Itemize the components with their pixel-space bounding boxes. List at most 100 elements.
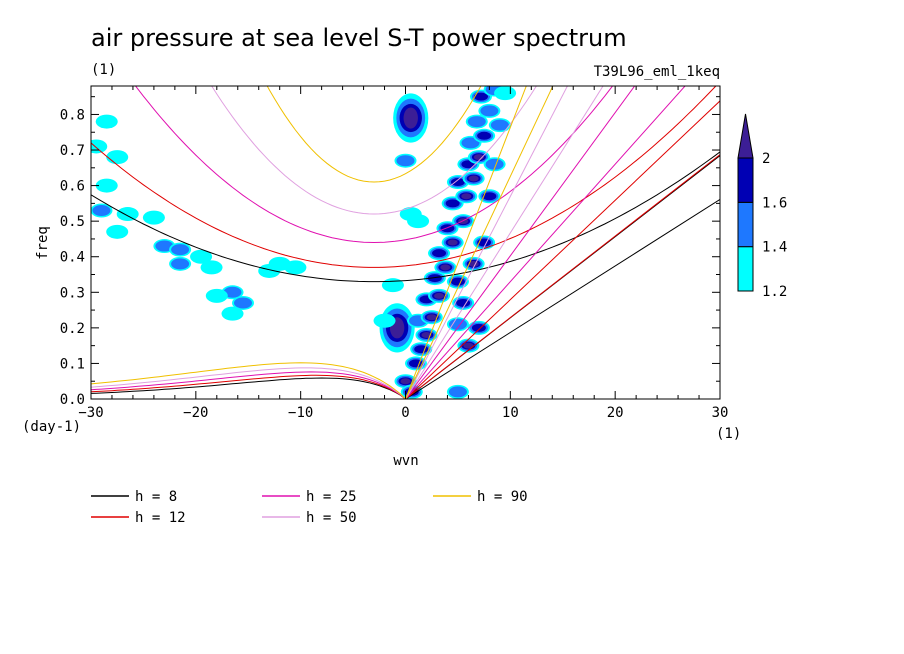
- power-shading: [91, 86, 517, 399]
- x-units-label: (1): [716, 426, 741, 442]
- power-blob: [473, 92, 488, 101]
- power-blob: [426, 314, 437, 321]
- power-blob: [381, 278, 404, 293]
- x-tick-label: −30: [78, 405, 103, 421]
- y-tick-label: 0.7: [60, 143, 85, 159]
- run-id-label: T39L96_eml_1keq: [594, 64, 720, 80]
- colorbar-label: 2: [762, 151, 770, 167]
- y-tick-label: 0.2: [60, 321, 85, 337]
- ig-right-curve-h50: [405, 86, 568, 399]
- legend: h = 8 h = 12 h = 25 h = 50 h = 90: [91, 489, 528, 526]
- power-blob: [171, 244, 190, 256]
- y-tick-label: 0.1: [60, 356, 85, 372]
- ig-curve-h50: [211, 86, 538, 215]
- axes: −30 −20 −10 0 10 20 30 0.0 0.1 0.2 0.3 0.4 0.5 0.6 0.7…: [60, 86, 729, 421]
- x-axis-label: wvn: [393, 453, 418, 469]
- ig-right-curve-h90: [405, 86, 527, 399]
- power-blob: [467, 116, 486, 128]
- colorbar-segment: [737, 157, 754, 203]
- colorbar-segment: [737, 246, 754, 292]
- y-tick-label: 0.6: [60, 179, 85, 195]
- y-tick-label: 0.5: [60, 214, 85, 230]
- ig-curve-h8: [91, 151, 720, 283]
- power-blob: [447, 239, 458, 246]
- colorbar-triangle: [737, 113, 754, 159]
- y-axis-label: freq: [35, 226, 51, 260]
- power-blob: [142, 210, 165, 225]
- x-tick-label: 10: [502, 405, 519, 421]
- ig-curve-h25: [134, 86, 614, 244]
- power-blob: [494, 86, 517, 101]
- dispersion-curves: [91, 86, 720, 399]
- power-blob: [95, 178, 118, 193]
- power-blob: [91, 139, 108, 154]
- power-blob: [106, 150, 129, 165]
- legend-label: h = 8: [135, 489, 177, 505]
- power-blob: [461, 193, 472, 200]
- power-blob: [284, 260, 307, 275]
- colorbar-label: 1.6: [762, 195, 787, 211]
- legend-label: h = 25: [306, 489, 357, 505]
- legend-label: h = 90: [477, 489, 528, 505]
- power-blob: [485, 158, 504, 170]
- units-label: (1): [91, 62, 116, 78]
- power-blob: [396, 155, 415, 167]
- power-blob: [440, 264, 451, 271]
- colorbar-label: 1.4: [762, 240, 787, 256]
- power-blob: [400, 378, 411, 385]
- power-blob: [432, 249, 447, 258]
- power-blob: [480, 105, 499, 117]
- power-blob: [155, 240, 174, 252]
- power-blob: [190, 249, 213, 264]
- mrg-curve-h90: [91, 362, 406, 399]
- y-units-label: (day-1): [22, 419, 81, 435]
- power-blob: [461, 137, 480, 149]
- colorbar: 1.2 1.4 1.6 2: [737, 113, 787, 300]
- mrg-curve-h12: [91, 374, 406, 399]
- power-blob: [106, 224, 129, 239]
- power-blob: [407, 214, 430, 229]
- power-blob: [434, 292, 445, 299]
- x-tick-label: 30: [712, 405, 729, 421]
- ig-right-curve-h25: [405, 86, 636, 399]
- power-blob: [477, 131, 492, 140]
- power-blob: [403, 107, 418, 129]
- power-blob: [373, 313, 396, 328]
- power-blob: [490, 119, 509, 131]
- colorbar-label: 1.2: [762, 284, 787, 300]
- power-blob: [223, 286, 242, 298]
- colorbar-segment: [737, 201, 754, 248]
- kelvin-curve-h8: [405, 199, 720, 399]
- kelvin-curve-h12: [405, 154, 720, 399]
- power-blob: [414, 345, 429, 354]
- power-blob: [482, 192, 497, 201]
- power-blob: [468, 175, 479, 182]
- kelvin-curve-h90: [405, 86, 554, 399]
- mrg-curve-h50: [91, 367, 406, 399]
- y-tick-label: 0.0: [60, 392, 85, 408]
- power-blob: [450, 277, 465, 286]
- ig-curve-h90: [266, 86, 482, 183]
- power-blob: [421, 331, 432, 338]
- kelvin-curve-h25: [405, 86, 686, 399]
- power-blob: [448, 386, 467, 398]
- power-blob: [445, 199, 460, 208]
- power-blob: [116, 207, 139, 222]
- kelvin-curve-h50: [405, 86, 604, 399]
- mrg-curve-h8: [91, 377, 406, 399]
- power-blob: [95, 114, 118, 129]
- power-blob: [205, 288, 228, 303]
- chart-title: air pressure at sea level S-T power spec…: [91, 24, 627, 52]
- ig-curve-h12: [91, 86, 717, 268]
- power-blob: [456, 298, 471, 307]
- x-tick-label: 0: [401, 405, 409, 421]
- power-blob: [221, 306, 244, 321]
- power-blob: [171, 258, 190, 270]
- y-tick-label: 0.8: [60, 107, 85, 123]
- power-blob: [463, 342, 474, 349]
- power-blob: [258, 263, 281, 278]
- x-tick-label: −20: [183, 405, 208, 421]
- x-tick-label: −10: [288, 405, 313, 421]
- legend-label: h = 12: [135, 510, 186, 526]
